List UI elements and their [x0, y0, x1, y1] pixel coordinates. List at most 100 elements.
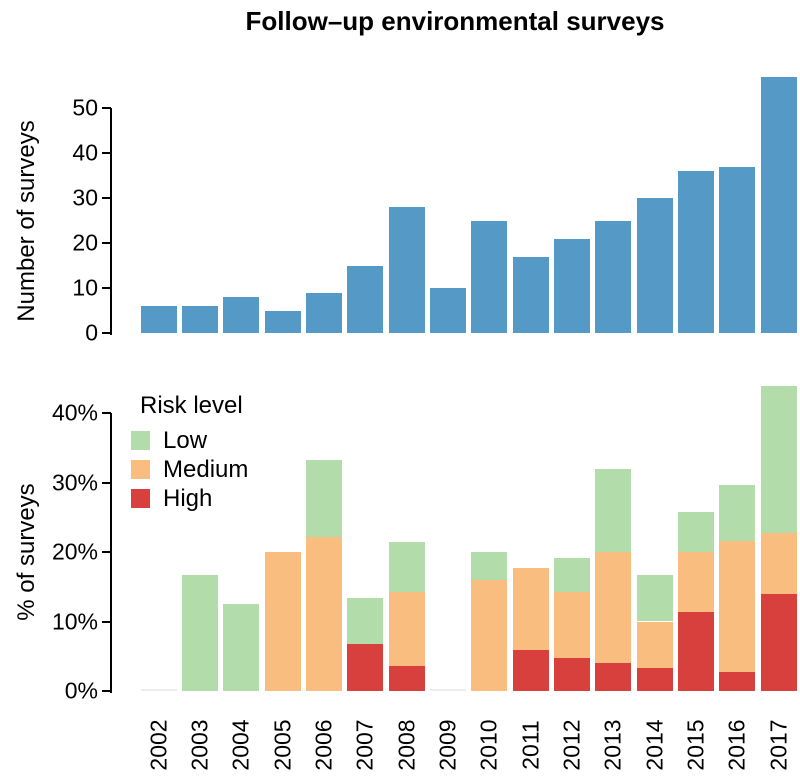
bar-2007-low — [347, 597, 384, 645]
top-tick-30 — [102, 197, 111, 199]
bar-2008-medium — [388, 591, 425, 666]
bar-2013-low — [595, 468, 632, 552]
bar-2014-high — [636, 668, 673, 691]
bar-2014-low — [636, 574, 673, 622]
x-axis-label-2010: 2010 — [475, 719, 502, 771]
x-axis-label-2016: 2016 — [723, 719, 750, 771]
legend-label-low: Low — [163, 426, 208, 454]
x-axis-label-2005: 2005 — [269, 719, 296, 771]
x-axis-label-2006: 2006 — [310, 719, 337, 771]
bar-2009 — [429, 288, 466, 333]
bar-2006 — [305, 292, 342, 333]
bar-2008-high — [388, 665, 425, 691]
top-tick-40 — [102, 152, 111, 154]
top-tick-10 — [102, 287, 111, 289]
bottom-tick-label-10%: 10% — [51, 608, 98, 634]
bottom-tick-40% — [102, 412, 111, 414]
bar-2005 — [264, 310, 301, 333]
bar-2016-high — [719, 672, 756, 691]
bar-2016-low — [719, 484, 756, 541]
bar-2009-zero — [429, 689, 466, 691]
bar-2014-medium — [636, 621, 673, 669]
bar-2010-low — [471, 552, 508, 580]
x-axis-label-2003: 2003 — [186, 719, 213, 771]
bar-2011 — [512, 256, 549, 333]
legend-item-low: Low — [131, 427, 248, 454]
bar-2014 — [636, 198, 673, 333]
top-tick-label-10: 10 — [72, 274, 98, 301]
bar-2011-high — [512, 649, 549, 691]
high-swatch-icon — [131, 489, 150, 508]
low-swatch-icon — [131, 431, 150, 450]
x-axis-label-2004: 2004 — [227, 719, 254, 771]
bottom-tick-label-40%: 40% — [51, 399, 98, 426]
x-axis-label-2009: 2009 — [434, 719, 461, 771]
x-axis-label-2007: 2007 — [351, 719, 378, 771]
top-tick-label-50: 50 — [72, 94, 98, 121]
bar-2013 — [595, 220, 632, 333]
bar-2008-low — [388, 542, 425, 592]
x-axis-label-2008: 2008 — [393, 719, 420, 771]
bar-2015-high — [678, 611, 715, 691]
bar-2017-low — [760, 385, 797, 533]
medium-swatch-icon — [131, 460, 150, 479]
bar-2016-medium — [719, 540, 756, 673]
bar-2015-low — [678, 512, 715, 552]
bar-2011-medium — [512, 567, 549, 650]
legend-label-high: High — [163, 484, 213, 512]
bar-2002 — [140, 306, 177, 333]
bar-2012-low — [554, 558, 590, 592]
bar-2010-medium — [471, 579, 508, 691]
bar-2003 — [181, 306, 218, 333]
bottom-y-axis-label: % of surveys — [13, 483, 40, 621]
bottom-tick-20% — [102, 551, 111, 553]
chart-title: Follow–up environmental surveys — [245, 6, 665, 36]
top-tick-label-0: 0 — [85, 319, 98, 346]
bar-2005-medium — [264, 552, 301, 691]
x-axis-label-2011: 2011 — [517, 720, 544, 770]
bar-2003-low — [181, 574, 218, 691]
bar-2007 — [347, 265, 384, 333]
top-tick-label-20: 20 — [72, 229, 98, 256]
top-tick-label-30: 30 — [72, 184, 98, 211]
x-axis-label-2017: 2017 — [765, 719, 792, 771]
bottom-tick-label-30%: 30% — [51, 469, 98, 495]
top-tick-20 — [102, 242, 111, 244]
top-tick-0 — [102, 332, 111, 334]
bar-2002-zero — [140, 689, 177, 691]
bar-2013-medium — [595, 552, 632, 664]
bottom-tick-10% — [102, 620, 111, 623]
x-axis-label-2002: 2002 — [145, 719, 171, 771]
bar-2017-medium — [760, 532, 797, 594]
legend-item-medium: Medium — [131, 456, 248, 483]
bar-2004-low — [223, 604, 260, 691]
bar-2017-high — [760, 593, 797, 691]
bar-2012 — [554, 238, 590, 333]
top-tick-50 — [102, 107, 111, 109]
legend-title: Risk level — [140, 392, 243, 419]
bar-2010 — [471, 220, 508, 333]
x-axis-label-2013: 2013 — [599, 719, 626, 771]
bar-2006-low — [305, 459, 342, 537]
bar-2016 — [719, 166, 756, 333]
bottom-tick-label-0%: 0% — [64, 677, 98, 704]
top-y-axis-label: Number of surveys — [13, 120, 40, 322]
bottom-tick-30% — [102, 481, 111, 484]
x-axis-label-2015: 2015 — [682, 719, 709, 771]
bar-2008 — [388, 207, 425, 333]
bar-2017 — [760, 76, 797, 333]
bar-2007-high — [347, 644, 384, 691]
bar-2012-high — [554, 657, 590, 691]
x-axis-label-2012: 2012 — [558, 719, 585, 771]
bar-2012-medium — [554, 591, 590, 658]
top-tick-label-40: 40 — [72, 139, 98, 166]
risk-legend: Risk level Low Medium High — [131, 392, 248, 518]
bar-2015-medium — [678, 552, 715, 612]
legend-label-medium: Medium — [163, 455, 249, 483]
legend-item-high: High — [131, 485, 248, 512]
bottom-tick-label-20%: 20% — [51, 538, 98, 565]
bar-2015 — [678, 171, 715, 333]
bar-2004 — [223, 297, 260, 333]
bar-2006-medium — [305, 536, 342, 691]
